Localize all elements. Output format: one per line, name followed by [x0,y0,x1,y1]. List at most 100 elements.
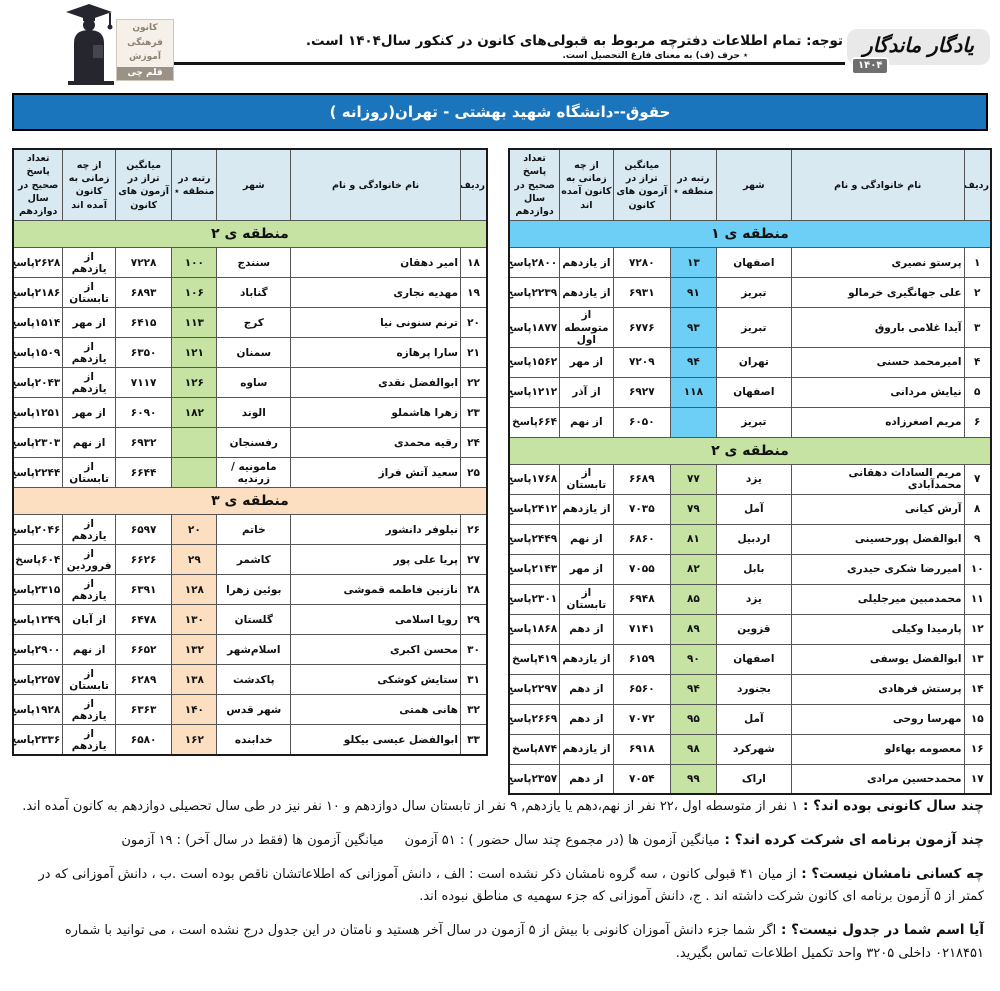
region-section-row: منطقه ی ۲ [12,220,488,249]
cell-city: اصفهان [715,643,792,675]
cell-joined-since: از یازدهم [62,367,116,399]
cell-correct-answers: ۲۱۴۳پاسخ [508,553,561,585]
cell-region-rank: ۱۸۲ [171,397,218,429]
cell-region-rank: ۸۱ [669,523,717,555]
cell-row-number: ۲۹ [459,604,488,636]
results-table-left: ردیف نام خانوادگی و نام شهر رتبه در منطقه ٭… [12,148,488,756]
cell-city: کرج [216,307,292,339]
cell-region-rank: ۹۸ [669,733,717,765]
cell-region-rank: ۱۱۸ [669,376,717,408]
cell-average-score: ۶۴۷۸ [114,604,173,636]
table-row: ۱ پرستو نصیری اصفهان ۱۳ ۷۲۸۰ از یازدهم ۲۸۰۰پاس… [508,247,992,279]
cell-correct-answers: ۲۳۳۶پاسخ [12,724,64,756]
cell-average-score: ۶۶۴۴ [114,457,173,489]
cell-city: خدابنده [216,724,292,756]
table-row: ۳۰ محسن اکبری اسلام‌شهر ۱۳۲ ۶۶۵۲ از نهم ۲۹۰۰پا… [12,634,488,666]
cell-correct-answers: ۲۳۵۷پاسخ [508,763,561,795]
cell-region-rank: ۷۷ [669,463,717,495]
cell-name: سعید آتش فراز [290,457,461,489]
cell-average-score: ۶۹۲۷ [612,376,671,408]
cell-average-score: ۷۲۲۸ [114,247,173,279]
region-section-row: منطقه ی ۱ [508,220,992,249]
column-header: ردیف [459,148,488,222]
logo-text-line: کانون [132,23,158,33]
column-header: شهر [216,148,292,222]
cell-city: مامونیه / زرندیه [216,457,292,489]
cell-correct-answers: ۶۶۴پاسخ [508,406,561,438]
region-section-header: منطقه ی ۲ [12,220,488,249]
cell-correct-answers: ۱۵۰۹پاسخ [12,337,64,369]
cell-average-score: ۶۱۵۹ [612,643,671,675]
cell-row-number: ۱۰ [963,553,992,585]
cell-row-number: ۳۲ [459,694,488,726]
cell-row-number: ۲۷ [459,544,488,576]
cell-joined-since: از تابستان [62,664,116,696]
cell-region-rank [171,457,218,489]
cell-correct-answers: ۲۳۰۱پاسخ [508,583,561,615]
column-header: تعداد پاسخ صحیح در سال دوازدهم [12,148,64,222]
results-table-right: ردیف نام خانوادگی و نام شهر رتبه در منطقه ٭… [508,148,992,796]
cell-joined-since: از تابستان [559,463,614,495]
cell-joined-since: از مهر [559,346,614,378]
footer-note-lead: چند آزمون برنامه ای شرکت کرده اند؟ : [719,831,984,848]
cell-joined-since: از مهر [559,553,614,585]
cell-city: تهران [715,346,792,378]
cell-name: علی جهانگیری خرمالو [790,277,965,309]
cell-joined-since: از یازدهم [62,337,116,369]
cell-joined-since: از مهر [62,397,116,429]
cell-region-rank: ۹۴ [669,346,717,378]
cell-region-rank: ۹۳ [669,307,717,348]
cell-region-rank: ۱۴۰ [171,694,218,726]
cell-joined-since: از تابستان [62,457,116,489]
cell-name: پرستش فرهادی [790,673,965,705]
cell-row-number: ۱۸ [459,247,488,279]
footer-note: آیا اسم شما در جدول نیست؟ : اگر شما جزء … [16,919,984,966]
footer-note-text: اگر شما جزء دانش آموزان کانونی با بیش از… [60,923,984,961]
cell-row-number: ۸ [963,493,992,525]
column-header: نام خانوادگی و نام [790,148,965,222]
cell-region-rank: ۲۰ [171,514,218,546]
logo-text-line: آموزش [129,52,161,63]
cell-region-rank: ۱۳۸ [171,664,218,696]
cell-average-score: ۶۳۶۳ [114,694,173,726]
column-header: رتبه در منطقه ٭ [669,148,717,222]
cell-average-score: ۷۲۰۹ [612,346,671,378]
cell-row-number: ۱۳ [963,643,992,675]
cell-city: گلستان [216,604,292,636]
region-section-header: منطقه ی ۳ [12,487,488,516]
graduate-icon [62,3,114,91]
cell-joined-since: از نهم [559,406,614,438]
cell-row-number: ۲۰ [459,307,488,339]
cell-average-score: ۶۹۳۲ [114,427,173,459]
cell-city: شهرکرد [715,733,792,765]
cell-row-number: ۱۵ [963,703,992,735]
footer-note: چه کسانی نامشان نیست؟ : از میان ۴۱ قبولی… [16,863,984,910]
cell-region-rank: ۸۹ [669,613,717,645]
cell-average-score: ۶۶۸۹ [612,463,671,495]
region-section-header: منطقه ی ۲ [508,436,992,465]
cell-joined-since: از آبان [62,604,116,636]
cell-average-score: ۷۲۸۰ [612,247,671,279]
cell-average-score: ۶۸۹۳ [114,277,173,309]
tables-area: ردیف نام خانوادگی و نام شهر رتبه در منطقه ٭… [12,148,992,796]
cell-average-score: ۷۰۵۵ [612,553,671,585]
cell-row-number: ۵ [963,376,992,408]
cell-name: پارمیدا وکیلی [790,613,965,645]
cell-city: سنندج [216,247,292,279]
cell-city: آمل [715,703,792,735]
cell-joined-since: از دهم [559,763,614,795]
cell-region-rank: ۹۵ [669,703,717,735]
cell-name: نازنین فاطمه قموشی [290,574,461,606]
cell-correct-answers: ۱۸۷۷پاسخ [508,307,561,348]
table-row: ۳۳ ابوالفضل عیسی بیکلو خدابنده ۱۶۲ ۶۵۸۰ از یا… [12,724,488,756]
cell-name: رقیه محمدی [290,427,461,459]
cell-row-number: ۱ [963,247,992,279]
logo-text-line: فرهنگی [127,37,163,48]
cell-average-score: ۶۸۶۰ [612,523,671,555]
cell-region-rank [669,406,717,438]
cell-row-number: ۲۸ [459,574,488,606]
